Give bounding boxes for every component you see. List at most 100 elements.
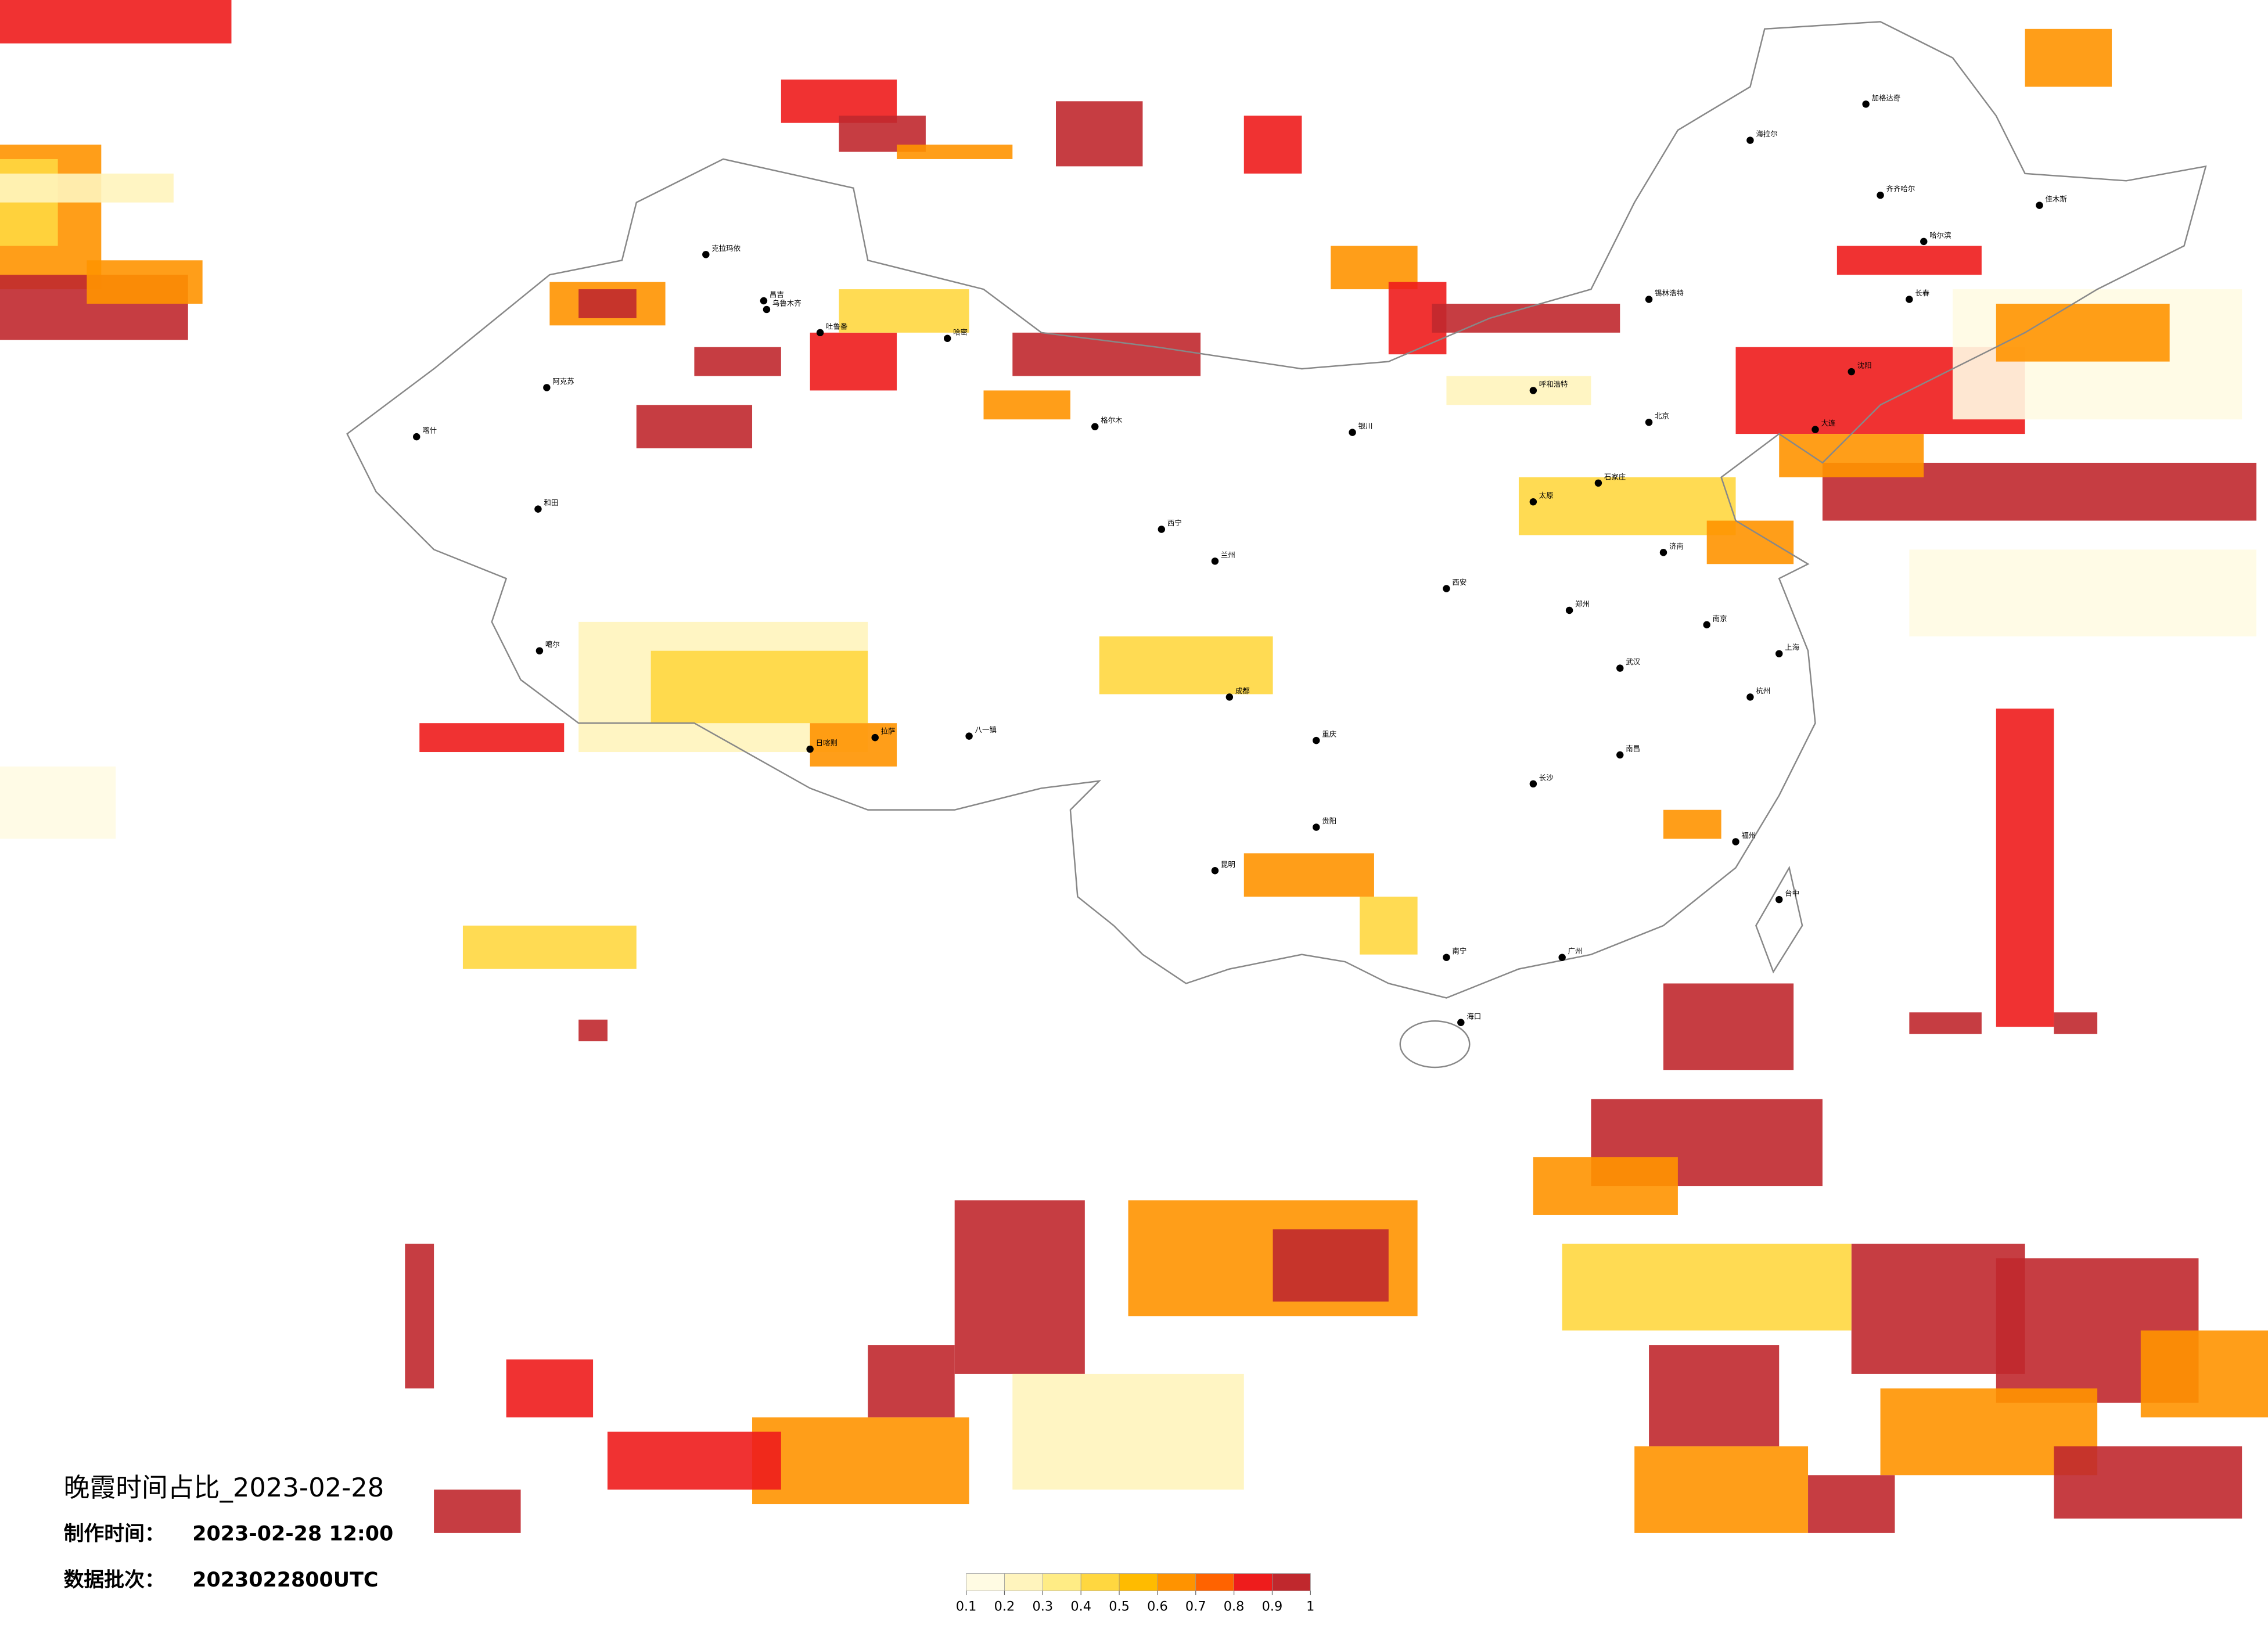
city-dot [1920,238,1928,246]
city-dot [1659,549,1667,556]
city-dot [2036,202,2043,209]
city-label: 成都 [1235,686,1250,695]
colorbar-box [1119,1573,1158,1591]
city-dot [1313,823,1320,831]
city-dot [1877,191,1884,199]
city-label: 济南 [1669,542,1684,551]
colorbar-label: 0.3 [1033,1599,1054,1614]
cloud-patch [1273,1229,1389,1302]
cloud-patch [462,925,637,969]
overlay-layer [0,0,2268,1533]
cloud-patch [607,1431,781,1490]
cloud-patch [434,1490,521,1533]
city-dot [1457,1019,1465,1026]
cloud-patch [1909,1012,1982,1034]
city-dot [1746,136,1754,144]
city-dot [1775,895,1783,904]
city-label: 长春 [1915,289,1929,297]
cloud-patch [87,260,203,304]
city-label: 上海 [1785,643,1799,652]
city-dot [413,433,420,441]
city-dot [1313,736,1320,744]
city-dot [871,733,879,742]
city-dot [1529,498,1537,506]
city-dot [1746,693,1754,701]
city-dot [1616,751,1624,759]
city-dot [1645,418,1653,426]
city-dot [1732,838,1739,846]
city-label: 拉萨 [881,727,896,736]
cloud-patch [0,766,116,839]
city-label: 噶尔 [545,640,560,649]
city-dot [543,384,551,391]
city-dot [763,305,771,314]
city-dot [1848,368,1855,376]
cloud-patch [897,145,1013,159]
city-label: 杭州 [1756,686,1770,695]
cloud-patch [2140,1330,2268,1418]
city-label: 南宁 [1452,947,1467,955]
city-label: 锡林浩特 [1655,289,1684,297]
batch: 2023022800UTC [192,1569,378,1592]
city-label: 西宁 [1167,519,1182,527]
city-label: 福州 [1741,831,1756,840]
cloud-patch [650,650,868,724]
map-title: 晚霞时间占比_2023-02-28 [64,1472,384,1503]
cloud-patch [752,1417,969,1505]
made-time: 2023-02-28 12:00 [192,1522,393,1545]
city-dot [1862,100,1870,108]
city-label: 格尔木 [1101,416,1123,425]
city-label: 贵阳 [1322,816,1336,825]
cloud-patch [1996,708,2054,1027]
cloud-patch [1012,332,1201,376]
cloud-patch [1996,303,2170,362]
cloud-patch [1518,477,1736,535]
cloud-patch [2054,1446,2242,1519]
city-label: 石家庄 [1604,472,1626,481]
colorbar-label: 0.7 [1185,1599,1206,1614]
city-label: 海拉尔 [1756,129,1777,138]
colorbar-box [1234,1573,1273,1591]
island-outline [1755,865,1803,974]
cloud-patch [1012,1373,1244,1490]
cloud-patch [1663,810,1721,839]
city-label: 武汉 [1626,657,1640,666]
cloud-patch [578,1019,608,1042]
cloud-patch [1243,853,1374,897]
city-dot [1906,296,1913,303]
colorbar-box [966,1573,1005,1591]
cloud-patch [1649,1345,1780,1447]
cloud-patch [1779,434,1924,477]
colorbar-label: 0.1 [956,1599,977,1614]
city-dot [1645,296,1653,303]
city-label: 兰州 [1221,551,1235,559]
city-dot [702,251,710,258]
city-dot [1558,954,1566,961]
made-label: 制作时间： [64,1522,165,1545]
cloud-patch [1706,520,1794,564]
city-dot [1616,664,1624,672]
cloud-patch [419,723,565,753]
city-label: 南昌 [1626,744,1640,753]
cloud-patch [1056,101,1143,167]
city-dot [534,505,542,513]
cloud-patch [2054,1012,2098,1034]
colorbar-box [1272,1573,1311,1591]
cloud-patch [1360,897,1418,955]
city-label: 喀什 [422,426,437,435]
cloud-patch [578,289,637,318]
city-label: 乌鲁木齐 [772,298,801,307]
colorbar-label: 1 [1306,1599,1314,1614]
cloud-patch [694,347,781,376]
city-label: 齐齐哈尔 [1886,185,1915,193]
city-label: 重庆 [1322,730,1336,739]
cloud-patch [1099,636,1273,695]
city-dot [1565,606,1573,614]
colorbar-box [1004,1573,1043,1591]
city-label: 沈阳 [1857,361,1872,370]
city-dot [816,329,824,337]
city-dot [1811,426,1819,433]
city-dot [1158,526,1166,533]
city-dot [1529,387,1537,394]
